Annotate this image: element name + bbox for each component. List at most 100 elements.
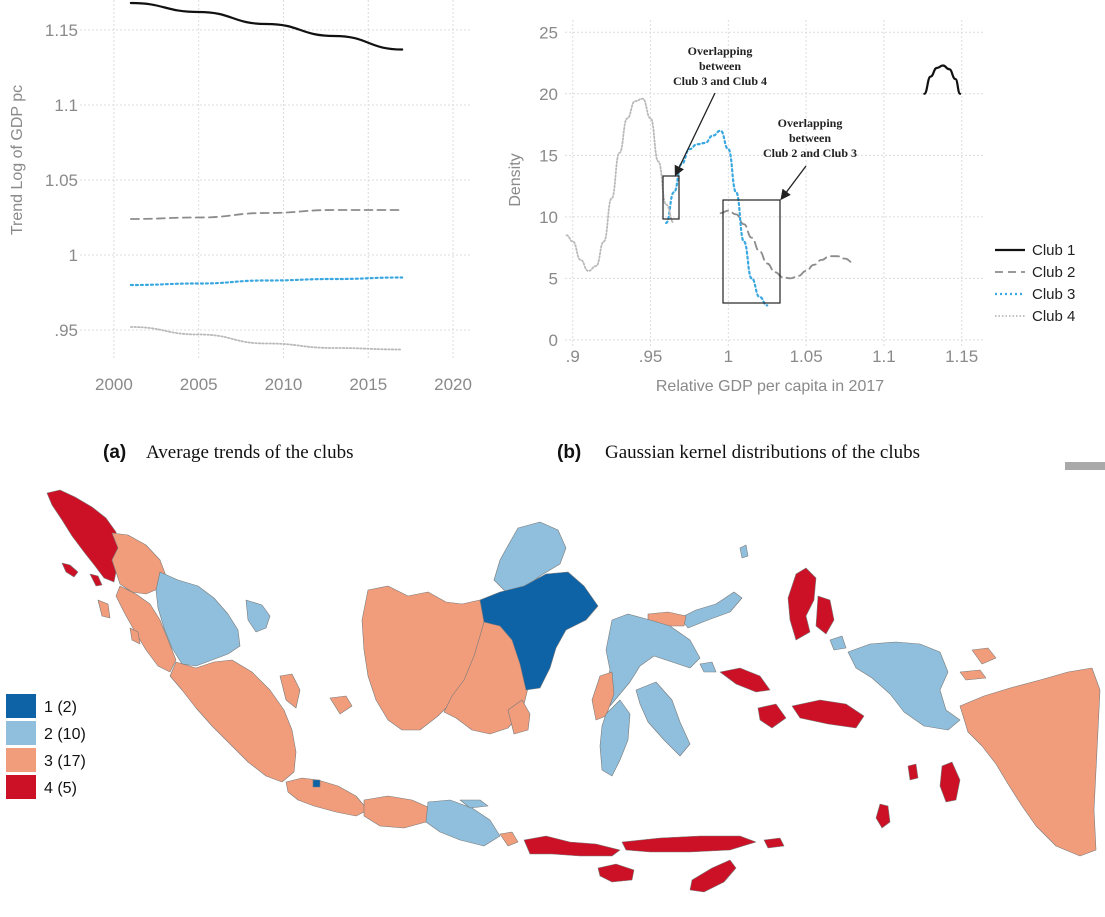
map-region-papua: [959, 667, 1101, 857]
x-tick-label: 1: [724, 347, 733, 366]
annotation-arrow-1: [674, 92, 716, 177]
map-region-east-kalimantan: [479, 571, 599, 691]
map-region-sangihe: [739, 544, 749, 559]
map-region-banggai: [699, 661, 717, 673]
map-region-raja-ampat: [829, 635, 847, 651]
map-region-biak: [971, 647, 997, 665]
panel-b-x-axis-title: Relative GDP per capita in 2017: [656, 378, 884, 395]
x-tick-label: 2000: [95, 375, 133, 394]
map-legend-swatch: [6, 721, 36, 745]
map-region-timor: [689, 859, 737, 893]
map-legend-label: 3 (17): [44, 753, 86, 770]
scroll-handle[interactable]: [1065, 462, 1105, 470]
y-tick-label: .95: [54, 321, 78, 340]
annotation-1-line-3: Club 3 and Club 4: [673, 74, 767, 88]
y-tick-label: 1: [69, 246, 78, 265]
overlap-box-club2-club3: [722, 199, 781, 304]
y-tick-label: 25: [539, 23, 558, 42]
series-line-club1: [129, 1, 404, 51]
y-tick-label: 15: [539, 146, 558, 165]
legend-label-club1: Club 1: [1032, 242, 1075, 259]
panel-b-grid: [565, 20, 985, 346]
series-line-club4: [565, 97, 675, 272]
map-region-lombok-sumbawa: [523, 835, 621, 857]
x-tick-label: 2020: [434, 375, 472, 394]
series-line-club2: [719, 209, 854, 280]
map-region-halmahera-east: [815, 595, 835, 635]
map-legend-swatch: [6, 748, 36, 772]
panel-a-series: [129, 1, 404, 351]
map-region-aru: [939, 761, 961, 803]
map-region-nias: [89, 573, 103, 587]
map-legend-swatch: [6, 694, 36, 718]
panel-a-x-ticks: 2000 2005 2010 2015 2020: [95, 375, 472, 394]
panel-a-grid: [80, 0, 470, 360]
annotation-club2-club3: Overlapping between Club 2 and Club 3: [763, 116, 857, 160]
map-legend-label: 4 (5): [44, 780, 77, 797]
overlap-box-club3-club4: [662, 175, 680, 220]
y-tick-label: 10: [539, 208, 558, 227]
x-tick-label: 1.1: [872, 347, 896, 366]
series-line-club4: [129, 326, 404, 351]
map-region-central-java: [363, 795, 431, 829]
indonesia-map: [46, 489, 1101, 893]
y-tick-label: 5: [549, 269, 558, 288]
map-region-east-java: [425, 799, 501, 847]
map-region-north-sulawesi: [679, 591, 743, 629]
x-tick-label: 1.15: [945, 347, 978, 366]
map-region-sumba: [597, 863, 635, 883]
annotation-2-line-1: Overlapping: [778, 116, 843, 130]
panel-a-caption-letter: (a): [103, 442, 126, 463]
map-region-flores: [621, 835, 757, 853]
panel-b-caption-text: Gaussian kernel distributions of the clu…: [605, 442, 920, 463]
map-region-south-sumatra: [169, 659, 297, 783]
map-region-riau-islands: [245, 599, 271, 633]
series-line-club1: [923, 64, 962, 95]
map-region-bangka-belitung: [279, 673, 301, 709]
y-tick-label: 0: [549, 331, 558, 350]
x-tick-label: 2005: [180, 375, 218, 394]
legend-label-club3: Club 3: [1032, 286, 1075, 303]
map-region-west-papua: [847, 641, 961, 731]
map-region-buru: [757, 703, 787, 729]
map-legend: 1 (2) 2 (10) 3 (17) 4 (5): [6, 694, 86, 799]
annotation-club3-club4: Overlapping between Club 3 and Club 4: [673, 44, 767, 88]
x-tick-label: .9: [566, 347, 580, 366]
map-region-mentawai: [97, 599, 111, 619]
map-region-north-sumatra: [111, 532, 167, 595]
x-tick-label: 1.05: [790, 347, 823, 366]
x-tick-label: 2010: [265, 375, 303, 394]
panel-b-series: [565, 64, 962, 307]
panel-a-y-ticks: .95 1 1.05 1.1 1.15: [45, 21, 78, 340]
annotation-2-line-2: between: [789, 131, 831, 145]
panel-b-chart: 0 5 10 15 20 25 .9 .95 1 1.05 1.1 1.15 Density Rel…: [507, 20, 985, 395]
map-legend-swatch: [6, 775, 36, 799]
map-region-jakarta: [312, 779, 321, 788]
y-tick-label: 1.1: [54, 96, 78, 115]
map-region-seram: [791, 699, 865, 729]
map-region-alor: [763, 837, 785, 849]
panel-b-y-axis-title: Density: [507, 153, 524, 206]
map-region-tanimbar: [875, 803, 891, 829]
map-legend-label: 2 (10): [44, 726, 86, 743]
annotation-1-line-1: Overlapping: [688, 44, 753, 58]
map-region-enggano: [129, 627, 141, 645]
map-region-sula: [719, 667, 771, 693]
map-region-south-sulawesi: [599, 699, 631, 777]
y-tick-label: 1.05: [45, 171, 78, 190]
panel-a-chart: .95 1 1.05 1.1 1.15 2000 2005 2010 2015 2020 Tre…: [9, 0, 472, 394]
panel-b-legend: Club 1 Club 2 Club 3 Club 4: [995, 242, 1075, 325]
series-line-club3: [665, 129, 769, 307]
map-region-yapen: [959, 669, 987, 681]
panel-b-x-ticks: .9 .95 1 1.05 1.1 1.15: [566, 347, 979, 366]
map-region-kei: [907, 763, 919, 781]
map-region-belitung: [329, 695, 353, 715]
legend-label-club2: Club 2: [1032, 264, 1075, 281]
y-tick-label: 20: [539, 85, 558, 104]
legend-label-club4: Club 4: [1032, 308, 1075, 325]
annotation-1-line-2: between: [699, 59, 741, 73]
panel-a-caption-text: Average trends of the clubs: [146, 442, 354, 463]
map-region-southeast-sulawesi: [635, 681, 691, 757]
map-region-west-sumatra: [115, 585, 177, 673]
